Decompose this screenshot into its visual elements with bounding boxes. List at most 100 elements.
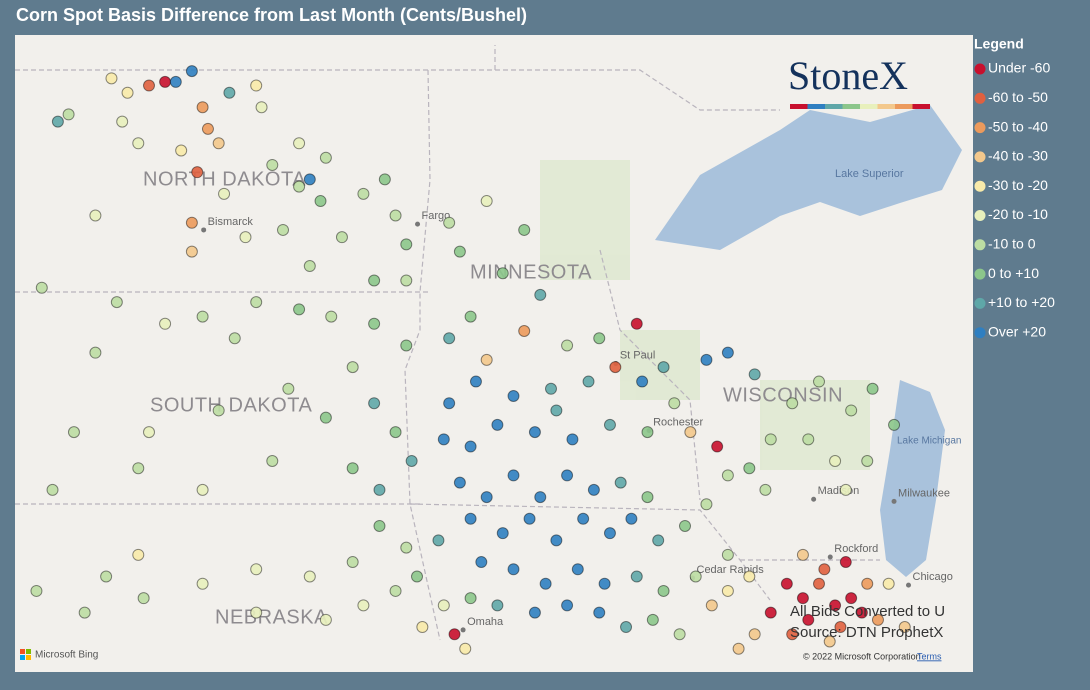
bid-point <box>416 621 429 634</box>
bid-point <box>437 599 450 612</box>
bid-point <box>845 592 858 605</box>
bid-point <box>443 397 456 410</box>
bid-point <box>368 317 381 330</box>
bid-point <box>266 158 279 171</box>
bid-point <box>748 368 761 381</box>
bid-point <box>721 346 734 359</box>
bid-point <box>534 491 547 504</box>
bid-point <box>464 592 477 605</box>
legend-swatch <box>974 180 986 192</box>
legend-label: -20 to -10 <box>988 206 1048 222</box>
map: NORTH DAKOTA MINNESOTA SOUTH DAKOTA WISC… <box>15 35 973 672</box>
bid-point <box>239 231 252 244</box>
bid-point <box>652 534 665 547</box>
bid-point <box>319 411 332 424</box>
bid-point <box>255 101 268 114</box>
legend: Under -60 -60 to -50 -50 to -40 -40 to -30 -… <box>974 60 1055 339</box>
bid-point <box>400 541 413 554</box>
bid-point <box>185 65 198 78</box>
bid-point <box>882 577 895 590</box>
bid-point <box>732 642 745 655</box>
bid-point <box>405 454 418 467</box>
logo-bar-segment <box>790 104 808 109</box>
bid-point <box>480 491 493 504</box>
bid-point <box>185 216 198 229</box>
bid-point <box>346 462 359 475</box>
bid-point <box>196 577 209 590</box>
bid-point <box>534 288 547 301</box>
bid-point <box>469 375 482 388</box>
bid-point <box>491 418 504 431</box>
bid-point <box>266 454 279 467</box>
bid-point <box>630 570 643 583</box>
bid-point <box>764 433 777 446</box>
bid-point <box>368 397 381 410</box>
bid-point <box>646 613 659 626</box>
legend-label: 0 to +10 <box>988 265 1039 281</box>
logo-bar-segment <box>912 104 930 109</box>
bid-point <box>389 426 402 439</box>
bid-point <box>175 144 188 157</box>
city-marker <box>891 498 897 504</box>
bing-logo: Microsoft Bing <box>20 649 98 661</box>
bid-point <box>437 433 450 446</box>
terms-link[interactable]: Terms <box>917 651 942 661</box>
bid-point <box>373 483 386 496</box>
bid-point <box>228 332 241 345</box>
logo-bar-segment <box>877 104 895 109</box>
logo-bar-segment <box>825 104 843 109</box>
legend-title: Legend <box>974 36 1024 52</box>
bid-point <box>325 310 338 323</box>
bid-point <box>823 635 836 648</box>
bid-point <box>105 72 118 85</box>
bid-point <box>866 382 879 395</box>
bid-point <box>218 187 231 200</box>
bid-point <box>89 209 102 222</box>
legend-label: -40 to -30 <box>988 148 1048 164</box>
bid-point <box>389 584 402 597</box>
bid-point <box>561 469 574 482</box>
bid-point <box>780 577 793 590</box>
note: All Bids Converted to U <box>790 603 945 620</box>
bid-point <box>861 454 874 467</box>
bid-point <box>411 570 423 583</box>
legend-swatch <box>974 151 986 163</box>
bid-point <box>368 274 381 287</box>
bid-point <box>143 79 155 92</box>
bid-point <box>813 577 825 590</box>
bid-point <box>453 476 466 489</box>
bid-point <box>223 86 236 99</box>
bid-point <box>51 115 64 128</box>
bid-point <box>475 556 488 569</box>
bid-point <box>700 498 713 511</box>
bid-point <box>443 332 456 345</box>
logo-bar-segment <box>842 104 860 109</box>
bid-point <box>132 462 145 475</box>
bid-point <box>834 621 847 634</box>
bid-point <box>159 75 172 88</box>
bid-point <box>143 426 155 439</box>
provider: Microsoft Bing <box>35 650 98 661</box>
bid-point <box>132 137 145 150</box>
bid-point <box>861 577 874 590</box>
bid-point <box>561 599 574 612</box>
bid-point <box>196 101 209 114</box>
state-label: MINNESOTA <box>470 261 592 283</box>
bid-point <box>721 548 734 561</box>
bid-point <box>357 599 370 612</box>
bid-point <box>603 527 616 540</box>
bid-point <box>400 274 413 287</box>
bid-point <box>829 454 842 467</box>
city-label: Omaha <box>467 616 504 628</box>
city-label: Fargo <box>422 210 451 222</box>
legend-swatch <box>974 122 986 134</box>
city-marker <box>201 227 207 233</box>
bid-point <box>577 512 590 525</box>
bid-point <box>845 404 858 417</box>
bid-point <box>201 122 214 135</box>
bid-point <box>159 317 172 330</box>
bid-point <box>657 584 670 597</box>
bid-point <box>802 433 815 446</box>
